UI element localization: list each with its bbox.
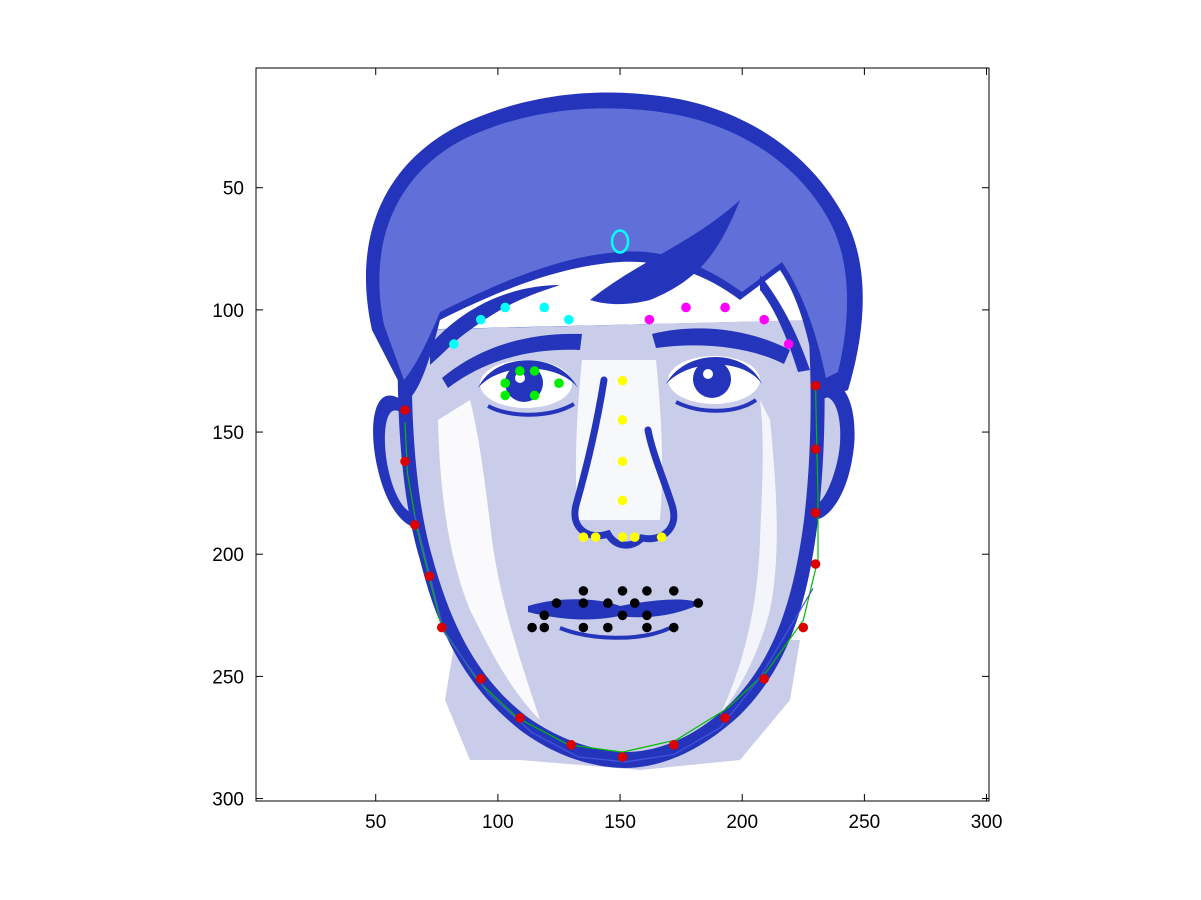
landmark-point	[449, 339, 459, 349]
y-tick-label: 50	[223, 179, 244, 200]
landmark-point	[617, 415, 628, 425]
landmark-point	[693, 598, 704, 608]
landmark-points	[400, 229, 821, 762]
landmark-point	[515, 366, 525, 376]
landmark-point	[578, 622, 589, 633]
hair-strand-right	[760, 275, 810, 372]
landmark-point	[590, 532, 601, 542]
y-tick-label: 200	[212, 545, 244, 566]
landmark-point	[669, 740, 679, 750]
landmark-point	[539, 622, 550, 633]
eye-underline-left	[487, 402, 576, 417]
landmark-point	[642, 622, 652, 633]
landmark-point	[539, 302, 550, 313]
landmark-point	[578, 532, 589, 542]
landmark-point	[475, 674, 486, 684]
landmark-point	[720, 713, 730, 723]
fitted-curve-1	[404, 385, 819, 753]
landmark-point	[617, 610, 628, 621]
landmark-point	[617, 375, 628, 386]
y-tick-label: 300	[212, 790, 244, 811]
lower-lip	[559, 626, 671, 640]
right-eye-glint	[703, 369, 713, 379]
x-tick-label: 50	[365, 812, 386, 833]
landmark-point	[617, 586, 628, 596]
landmark-point	[527, 622, 537, 633]
landmark-point	[551, 598, 562, 608]
hair-strand-left	[430, 285, 560, 365]
left-eyebrow	[442, 333, 582, 388]
landmark-point	[603, 622, 613, 633]
landmark-point	[644, 314, 655, 325]
landmark-point	[669, 622, 679, 633]
landmark-point	[810, 507, 821, 518]
landmark-point	[424, 571, 435, 582]
fitted-curve-2	[414, 514, 814, 763]
landmark-point	[563, 314, 574, 325]
landmark-point	[617, 456, 628, 467]
landmark-point	[617, 532, 628, 542]
axis-ticks: 50 100 150 200 250 300 50 100 150 200 250 300	[212, 68, 1002, 833]
landmark-point	[810, 559, 821, 569]
landmark-point	[475, 314, 486, 325]
landmark-point	[617, 495, 628, 506]
left-eye-glint	[515, 373, 525, 383]
landmark-point	[629, 598, 640, 608]
landmark-point	[529, 366, 540, 376]
landmark-point	[603, 598, 613, 608]
landmark-point	[436, 622, 447, 633]
right-iris	[693, 360, 731, 398]
cheek-highlight-left	[438, 400, 540, 720]
landmark-point	[617, 752, 628, 762]
y-tick-label: 250	[212, 667, 244, 688]
fitted-curves	[404, 385, 819, 763]
y-tick-label: 100	[212, 301, 244, 322]
y-tick-label: 150	[212, 423, 244, 444]
x-tick-label: 100	[482, 812, 514, 833]
landmark-point	[515, 713, 525, 723]
landmark-point	[410, 520, 420, 530]
landmark-point	[500, 378, 511, 388]
mouth	[528, 599, 700, 620]
right-eye-lid	[666, 357, 762, 384]
landmark-point	[578, 586, 589, 596]
landmark-point	[629, 532, 640, 542]
landmark-point	[810, 380, 821, 391]
landmark-point	[720, 302, 730, 313]
right-eyebrow	[652, 328, 790, 364]
left-eye-lid	[478, 360, 578, 388]
landmark-point	[400, 456, 410, 467]
x-tick-label: 200	[726, 812, 758, 833]
landmark-point	[500, 302, 511, 313]
x-tick-label: 250	[849, 812, 881, 833]
landmark-point	[642, 610, 652, 621]
cheek-highlight-right	[720, 400, 777, 715]
landmark-point	[554, 378, 564, 388]
landmark-point	[759, 674, 770, 684]
nose	[571, 376, 678, 549]
landmark-point	[566, 740, 576, 750]
landmark-point	[759, 314, 770, 325]
landmark-ellipse	[610, 229, 630, 254]
landmark-point	[656, 532, 667, 542]
landmark-point	[798, 622, 809, 633]
landmark-point	[681, 302, 691, 313]
landmark-point	[578, 598, 589, 608]
landmark-point	[529, 390, 540, 401]
landmark-point	[810, 444, 821, 454]
landmark-point	[669, 586, 679, 596]
landmark-point	[500, 390, 511, 401]
landmark-point	[642, 586, 652, 596]
x-tick-label: 150	[604, 812, 636, 833]
landmark-point	[400, 405, 410, 415]
axes-box	[255, 67, 990, 802]
hair-strand-center	[590, 200, 740, 305]
landmark-point	[539, 610, 550, 621]
eye-underline-right	[675, 398, 758, 413]
x-tick-label: 300	[971, 812, 1003, 833]
landmark-point	[783, 339, 794, 349]
